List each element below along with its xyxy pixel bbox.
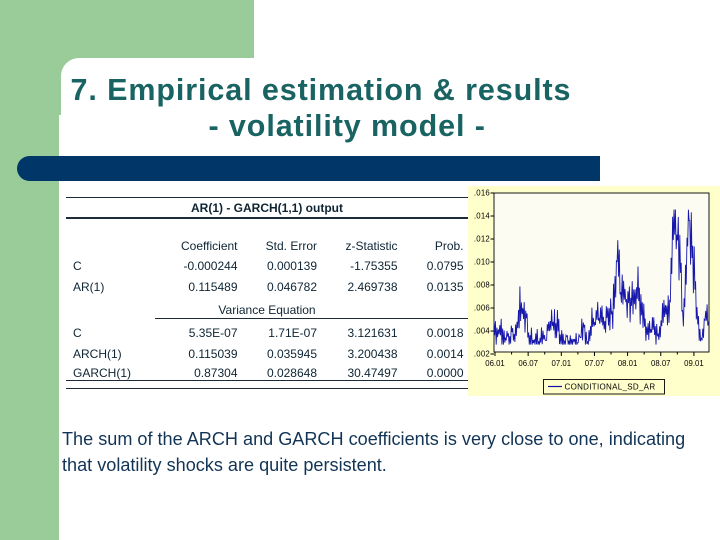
svg-text:08.07: 08.07	[651, 359, 671, 368]
svg-text:07.01: 07.01	[552, 359, 572, 368]
svg-text:08.01: 08.01	[618, 359, 638, 368]
svg-text:.014: .014	[474, 212, 491, 221]
svg-text:.002: .002	[474, 350, 490, 359]
svg-text:07.07: 07.07	[585, 359, 605, 368]
svg-text:06.01: 06.01	[485, 359, 505, 368]
svg-text:09.01: 09.01	[684, 359, 704, 368]
svg-text:CONDITIONAL_SD_AR: CONDITIONAL_SD_AR	[565, 382, 656, 391]
svg-text:.012: .012	[474, 235, 490, 244]
svg-text:.006: .006	[474, 304, 490, 313]
svg-text:.008: .008	[474, 281, 490, 290]
svg-text:06.07: 06.07	[518, 359, 538, 368]
svg-text:.004: .004	[474, 327, 491, 336]
svg-text:.010: .010	[474, 258, 491, 267]
svg-text:.016: .016	[474, 189, 490, 198]
